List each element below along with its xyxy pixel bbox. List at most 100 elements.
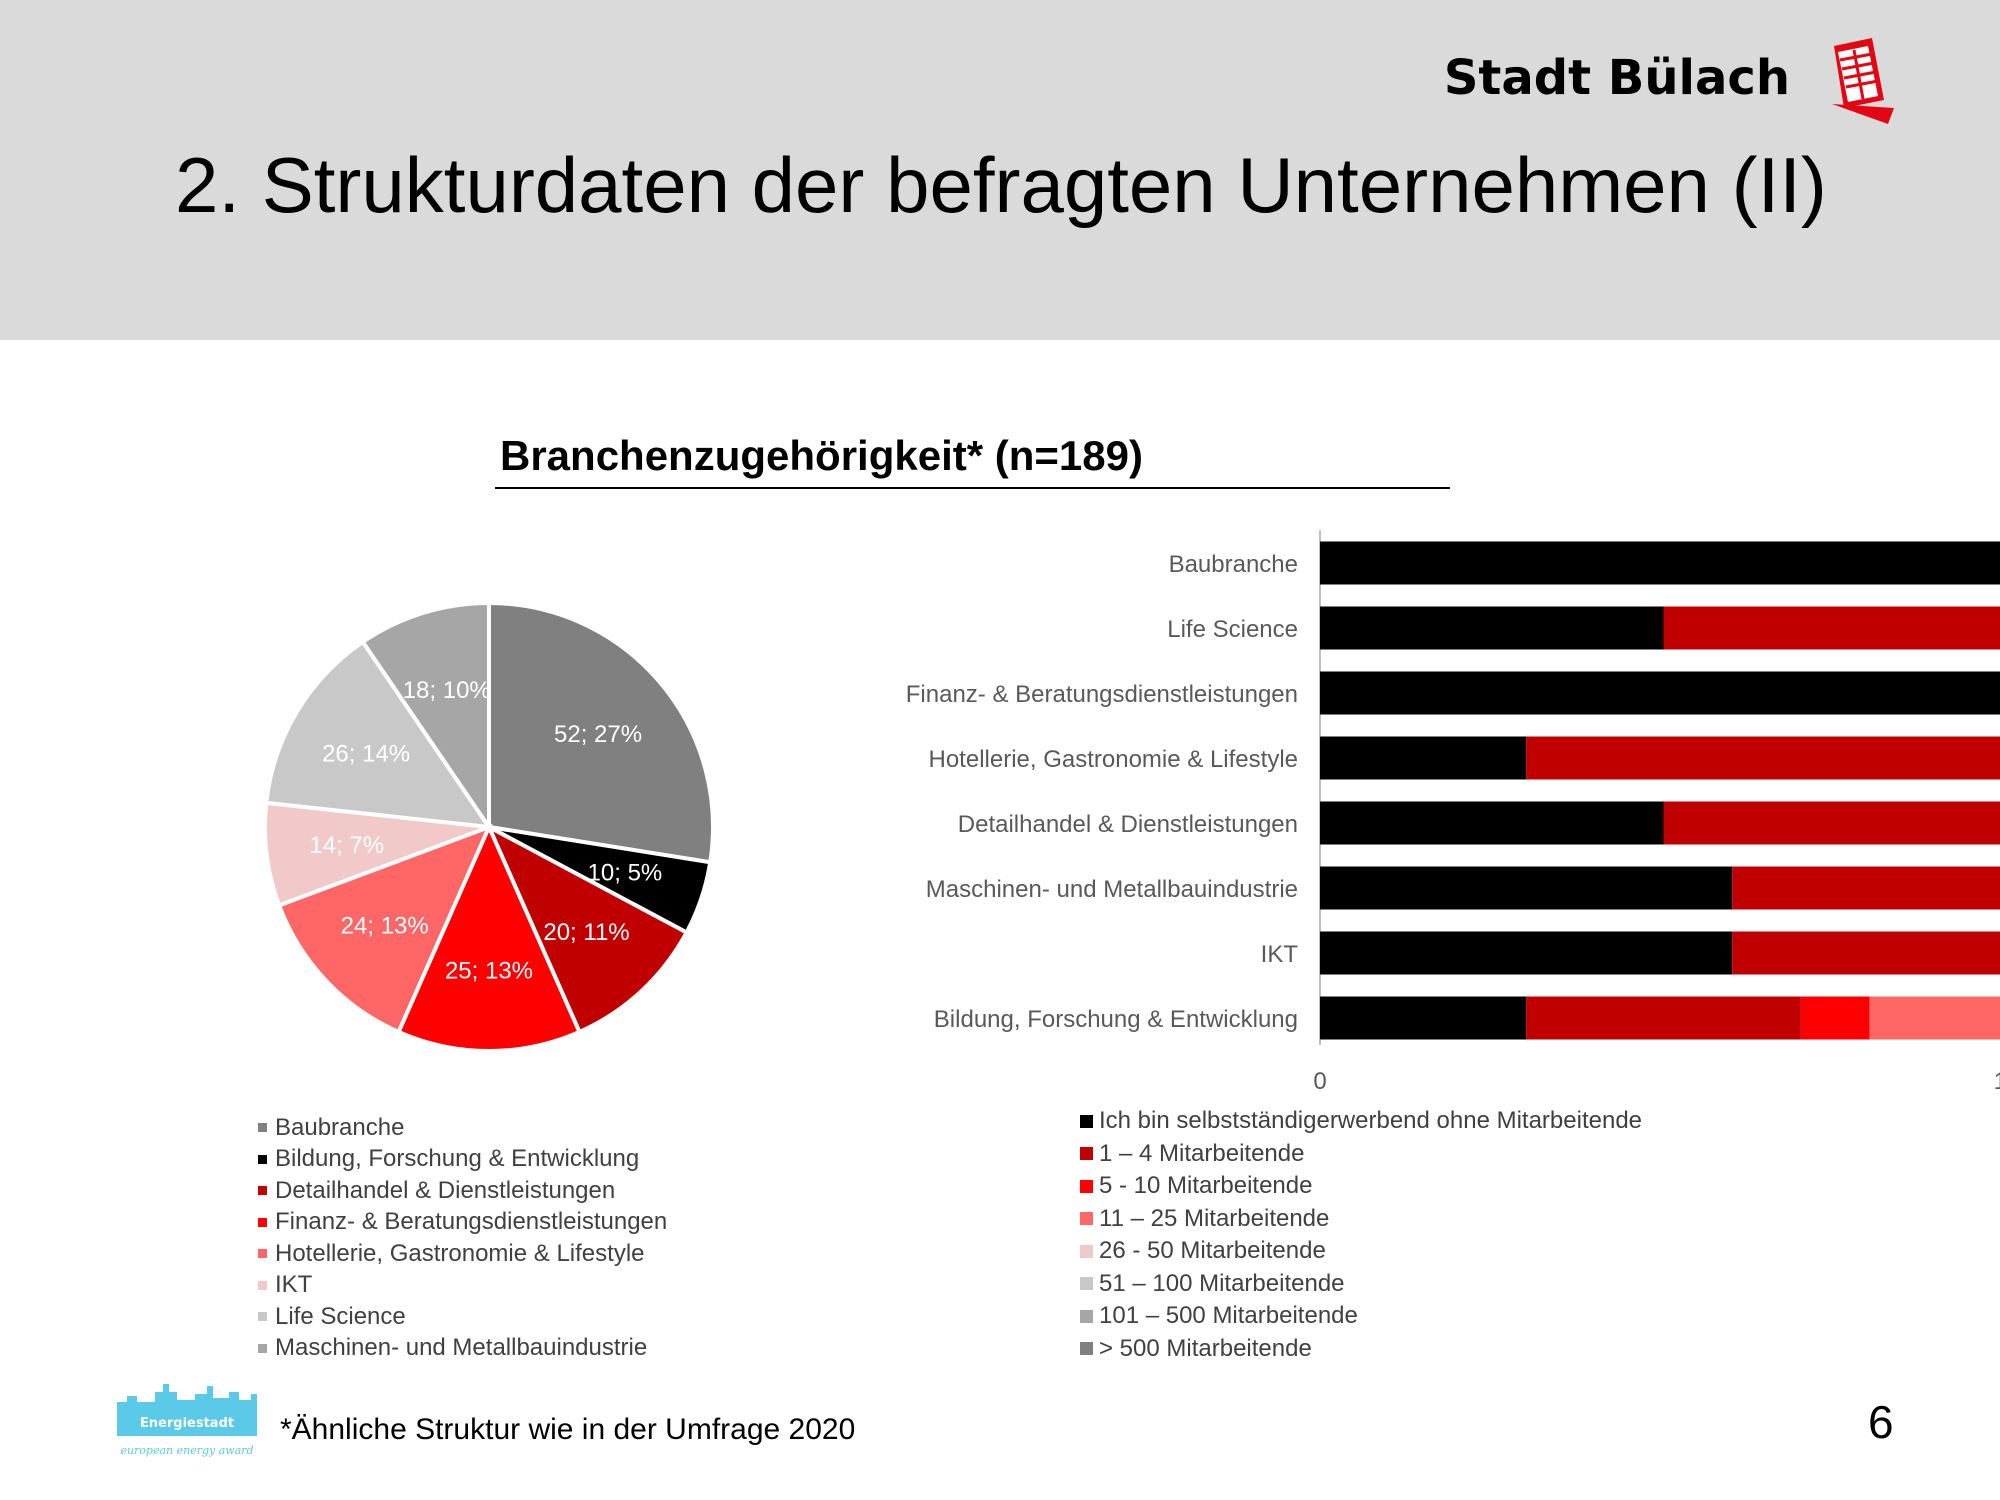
bar-segment xyxy=(1320,671,2000,715)
category-label: Baubranche xyxy=(1169,551,1298,578)
pie-slice xyxy=(484,822,690,1035)
stadt-bulach-logo-icon xyxy=(1832,38,1894,124)
page-title: 2. Strukturdaten der befragten Unternehm… xyxy=(175,141,1827,229)
energiestadt-tagline: european energy award xyxy=(120,1444,253,1457)
footnote: *Ähnliche Struktur wie in der Umfrage 20… xyxy=(280,1413,856,1446)
pie-data-label: 24; 13% xyxy=(341,912,429,939)
bar-legend-item: 11 – 25 Mitarbeitende xyxy=(1080,1203,1642,1236)
pie-legend-item: Maschinen- und Metallbauindustrie xyxy=(258,1333,667,1365)
legend-label: IKT xyxy=(275,1271,313,1299)
pie-legend-item: IKT xyxy=(258,1270,667,1302)
bar-segment xyxy=(1320,996,1527,1040)
pie-legend-item: Baubranche xyxy=(258,1112,667,1144)
pie-data-label: 25; 13% xyxy=(445,957,533,984)
bar-segment xyxy=(1526,996,1801,1040)
legend-label: Hotellerie, Gastronomie & Lifestyle xyxy=(275,1239,645,1267)
pie-slice xyxy=(276,823,493,1035)
energiestadt-logo-icon: Energiestadt european energy award xyxy=(117,1384,257,1457)
pie-data-label: 10; 5% xyxy=(588,860,663,887)
bar-segment xyxy=(1800,996,1870,1040)
bar-legend-item: 5 - 10 Mitarbeitende xyxy=(1080,1170,1642,1203)
bar-legend-item: 1 – 4 Mitarbeitende xyxy=(1080,1138,1642,1171)
pie-slice xyxy=(487,600,715,865)
pie-data-label: 14; 7% xyxy=(309,832,384,859)
legend-label: Ich bin selbstständigerwerbend ohne Mita… xyxy=(1099,1107,1643,1135)
page-number: 6 xyxy=(1868,1396,1894,1448)
category-label: Life Science xyxy=(1167,616,1298,643)
category-label: Maschinen- und Metallbauindustrie xyxy=(926,876,1298,903)
legend-swatch xyxy=(258,1123,267,1133)
legend-label: 26 - 50 Mitarbeitende xyxy=(1099,1237,1326,1265)
legend-swatch xyxy=(258,1249,267,1259)
legend-swatch xyxy=(1080,1277,1093,1291)
pie-data-label: 18; 10% xyxy=(403,677,491,704)
bar-segment xyxy=(1320,801,1664,845)
bar-segment xyxy=(1320,606,1664,650)
legend-swatch xyxy=(1080,1179,1093,1193)
pie-legend-item: Finanz- & Beratungsdienstleistungen xyxy=(258,1207,667,1239)
legend-swatch xyxy=(1080,1147,1093,1161)
bar-segment xyxy=(1320,541,2000,585)
legend-swatch xyxy=(258,1217,267,1227)
legend-label: 11 – 25 Mitarbeitende xyxy=(1099,1204,1330,1232)
pie-data-label: 20; 11% xyxy=(543,919,629,946)
legend-swatch xyxy=(1080,1244,1093,1258)
bar-segment xyxy=(1869,996,2000,1040)
pie-legend: Baubranche Bildung, Forschung & Entwicklu… xyxy=(258,1112,667,1364)
pie-slice xyxy=(263,800,490,908)
pie-slice xyxy=(360,600,491,834)
legend-label: > 500 Mitarbeitende xyxy=(1099,1334,1312,1362)
legend-label: Baubranche xyxy=(275,1113,405,1141)
legend-swatch xyxy=(1080,1114,1093,1128)
bar-segment xyxy=(1526,736,2000,780)
legend-swatch xyxy=(258,1186,267,1196)
legend-label: Detailhandel & Dienstleistungen xyxy=(275,1176,616,1204)
bar-legend-item: 101 – 500 Mitarbeitende xyxy=(1080,1300,1642,1333)
legend-swatch xyxy=(1080,1342,1093,1356)
bar-legend-item: Ich bin selbstständigerwerbend ohne Mita… xyxy=(1080,1105,1642,1138)
legend-swatch xyxy=(1080,1309,1093,1323)
bar-segment xyxy=(1663,606,2000,650)
x-tick-label: 0 xyxy=(1313,1068,1326,1095)
legend-swatch xyxy=(258,1280,267,1290)
bar-segment xyxy=(1320,736,1527,780)
category-label: Bildung, Forschung & Entwicklung xyxy=(934,1006,1298,1033)
energiestadt-logo-text: Energiestadt xyxy=(140,1416,234,1431)
bar-legend-item: 51 – 100 Mitarbeitende xyxy=(1080,1268,1642,1301)
legend-label: Bildung, Forschung & Entwicklung xyxy=(275,1145,640,1173)
chart-title: Branchenzugehörigkeit* (n=189) xyxy=(500,432,1143,479)
category-label: Hotellerie, Gastronomie & Lifestyle xyxy=(929,746,1299,773)
bar-legend-item: 26 - 50 Mitarbeitende xyxy=(1080,1235,1642,1268)
bar-segment xyxy=(1663,801,2000,845)
legend-label: Finanz- & Beratungsdienstleistungen xyxy=(275,1208,668,1236)
pie-legend-item: Life Science xyxy=(258,1301,667,1333)
pie-legend-item: Hotellerie, Gastronomie & Lifestyle xyxy=(258,1238,667,1270)
bar-segment xyxy=(1320,866,1733,910)
slide-header xyxy=(0,0,2000,340)
legend-swatch xyxy=(1080,1212,1093,1226)
legend-label: 101 – 500 Mitarbeitende xyxy=(1099,1302,1358,1330)
legend-swatch xyxy=(258,1343,267,1353)
pie-legend-item: Detailhandel & Dienstleistungen xyxy=(258,1175,667,1207)
x-tick-label: 10 xyxy=(1994,1068,2000,1095)
category-label: IKT xyxy=(1261,941,1299,968)
bar-segment xyxy=(1732,866,2000,910)
legend-label: Life Science xyxy=(275,1302,406,1330)
legend-label: 51 – 100 Mitarbeitende xyxy=(1099,1269,1345,1297)
bar-legend-item: > 500 Mitarbeitende xyxy=(1080,1333,1642,1366)
category-label: Detailhandel & Dienstleistungen xyxy=(958,811,1298,838)
brand-name: Stadt Bülach xyxy=(1443,50,1790,106)
bar-segment xyxy=(1320,931,1733,975)
pie-slice xyxy=(395,822,583,1053)
pie-data-label: 52; 27% xyxy=(554,721,642,748)
legend-swatch xyxy=(258,1312,267,1322)
title-underline xyxy=(495,487,1450,489)
legend-label: 1 – 4 Mitarbeitende xyxy=(1099,1139,1305,1167)
pie-data-label: 26; 14% xyxy=(322,740,410,767)
bar-segment xyxy=(1732,931,2000,975)
bar-legend: Ich bin selbstständigerwerbend ohne Mita… xyxy=(1080,1105,1642,1365)
category-label: Finanz- & Beratungsdienstleistungen xyxy=(906,681,1298,708)
legend-swatch xyxy=(258,1154,267,1164)
pie-legend-item: Bildung, Forschung & Entwicklung xyxy=(258,1144,667,1176)
